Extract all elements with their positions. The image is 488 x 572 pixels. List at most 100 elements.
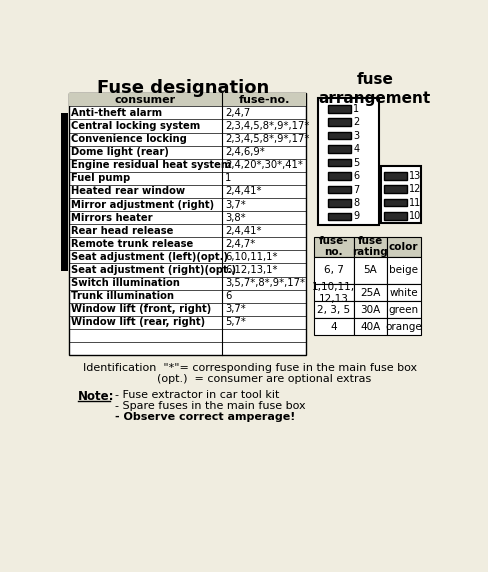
Text: Engine residual heat system: Engine residual heat system [71,160,231,170]
Bar [384,212,407,220]
Bar [314,301,354,318]
Text: 3,7*: 3,7* [225,200,246,209]
Text: 10: 10 [409,211,421,221]
Text: - Observe correct amperage!: - Observe correct amperage! [115,412,296,422]
Bar [314,318,354,335]
Text: Window lift (front, right): Window lift (front, right) [71,304,211,314]
Bar [386,236,421,256]
Text: 3,8*: 3,8* [225,213,246,223]
Bar [354,284,386,301]
Bar [327,118,351,126]
Text: Convenience locking: Convenience locking [71,134,187,144]
Text: Fuse designation: Fuse designation [97,78,269,97]
Text: 9: 9 [353,212,359,221]
Text: 2,4,6,9*: 2,4,6,9* [225,147,265,157]
Text: Remote trunk release: Remote trunk release [71,239,193,249]
Text: 6: 6 [353,171,359,181]
Bar [384,198,407,206]
Bar [386,284,421,301]
Text: Heated rear window: Heated rear window [71,186,185,196]
Text: 40A: 40A [360,321,380,332]
Text: Fuel pump: Fuel pump [71,173,130,184]
Bar [314,256,354,284]
Text: 5: 5 [353,157,360,168]
Text: 7: 7 [353,185,360,194]
Text: 2,4,41*: 2,4,41* [225,226,262,236]
Text: Anti-theft alarm: Anti-theft alarm [71,108,162,118]
Bar [386,256,421,284]
Text: Mirrors heater: Mirrors heater [71,213,153,223]
Bar [354,236,386,256]
Text: 2, 3, 5: 2, 3, 5 [317,305,350,315]
Text: 6,10,11,1*: 6,10,11,1* [225,252,278,262]
Text: 25A: 25A [360,288,381,297]
Text: 2,4,20*,30*,41*: 2,4,20*,30*,41* [225,160,303,170]
Text: 1,10,11,
12,13: 1,10,11, 12,13 [312,282,355,304]
Bar [384,172,407,180]
Text: consumer: consumer [115,95,176,105]
Bar [318,98,379,225]
Text: Switch illumination: Switch illumination [71,278,180,288]
Text: 2,3,4,5,8*,9*,17*: 2,3,4,5,8*,9*,17* [225,121,310,131]
Text: 4: 4 [353,144,359,154]
Text: 13: 13 [409,170,421,181]
Text: orange: orange [385,321,422,332]
Text: 6,12,13,1*: 6,12,13,1* [225,265,278,275]
Text: 2,4,41*: 2,4,41* [225,186,262,196]
Text: 11: 11 [409,197,421,208]
Bar [327,105,351,113]
Text: 1: 1 [353,104,359,114]
Text: 3,5,7*,8*,9*,17*: 3,5,7*,8*,9*,17* [225,278,305,288]
Text: 5A: 5A [364,265,377,275]
Text: fuse
arrangement: fuse arrangement [319,73,431,106]
Text: white: white [389,288,418,297]
Text: 1: 1 [225,173,232,184]
Text: 2: 2 [353,117,360,127]
Bar [354,318,386,335]
Text: fuse-no.: fuse-no. [238,95,290,105]
Text: - Fuse extractor in car tool kit: - Fuse extractor in car tool kit [115,391,280,400]
Text: Window lift (rear, right): Window lift (rear, right) [71,317,205,327]
Text: Identification  "*"= corresponding fuse in the main fuse box: Identification "*"= corresponding fuse i… [83,363,417,373]
Text: 2,4,7: 2,4,7 [225,108,250,118]
Bar [327,199,351,207]
Text: 4: 4 [330,321,337,332]
Text: color: color [389,241,418,252]
Text: 6: 6 [225,291,232,301]
Text: - Spare fuses in the main fuse box: - Spare fuses in the main fuse box [115,402,306,411]
Text: green: green [388,305,419,315]
Text: 6, 7: 6, 7 [324,265,344,275]
Bar [354,256,386,284]
Text: fuse-
no.: fuse- no. [319,236,348,257]
Text: 30A: 30A [360,305,380,315]
Bar [314,236,354,256]
Bar [381,166,421,224]
Text: 5,7*: 5,7* [225,317,246,327]
Bar [354,301,386,318]
Text: fuse
rating: fuse rating [352,236,388,257]
Bar [69,93,306,106]
Text: Rear head release: Rear head release [71,226,173,236]
Text: Note:: Note: [78,391,115,403]
Bar [386,318,421,335]
Text: (opt.)  = consumer are optional extras: (opt.) = consumer are optional extras [129,374,371,384]
Bar [327,159,351,166]
Text: Seat adjustment (right)(opt.): Seat adjustment (right)(opt.) [71,265,236,275]
Bar [314,284,354,301]
Text: Central locking system: Central locking system [71,121,201,131]
Text: Seat adjustment (left)(opt.): Seat adjustment (left)(opt.) [71,252,228,262]
Text: Dome light (rear): Dome light (rear) [71,147,169,157]
Text: 3: 3 [353,130,359,141]
Text: 3,7*: 3,7* [225,304,246,314]
Text: Trunk illumination: Trunk illumination [71,291,174,301]
Text: beige: beige [389,265,418,275]
Bar [327,145,351,153]
Bar [327,172,351,180]
Bar [327,132,351,140]
Text: 2,3,4,5,8*,9*,17*: 2,3,4,5,8*,9*,17* [225,134,310,144]
Bar [61,113,68,271]
Text: 12: 12 [409,184,421,194]
Text: 2,4,7*: 2,4,7* [225,239,256,249]
Bar [327,213,351,220]
Text: Mirror adjustment (right): Mirror adjustment (right) [71,200,214,209]
